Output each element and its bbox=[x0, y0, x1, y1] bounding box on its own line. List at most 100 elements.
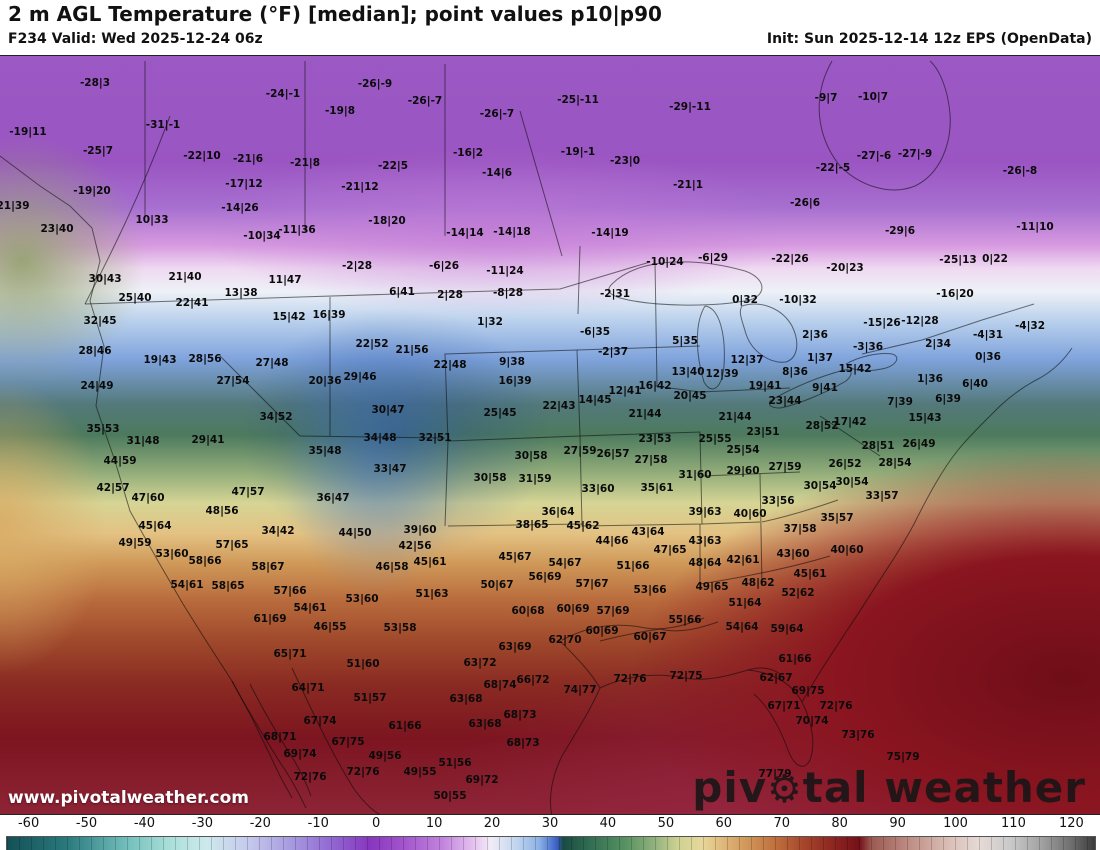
point-value: 27|58 bbox=[634, 454, 668, 466]
point-value: 72|76 bbox=[346, 766, 380, 778]
point-value: 28|52 bbox=[805, 420, 839, 432]
point-value: 48|62 bbox=[741, 577, 775, 589]
header: 2 m AGL Temperature (°F) [median]; point… bbox=[0, 0, 1100, 55]
point-value: -11|10 bbox=[1016, 221, 1054, 233]
point-value: 44|59 bbox=[103, 455, 137, 467]
point-value: 22|52 bbox=[355, 338, 389, 350]
point-value: 15|42 bbox=[838, 363, 872, 375]
map-title: 2 m AGL Temperature (°F) [median]; point… bbox=[8, 2, 662, 26]
point-value: 49|56 bbox=[368, 750, 402, 762]
point-value: 39|60 bbox=[403, 524, 437, 536]
point-value: 33|57 bbox=[865, 490, 899, 502]
point-value: 55|66 bbox=[668, 614, 702, 626]
model-init-time: Init: Sun 2025-12-14 12z EPS (OpenData) bbox=[766, 31, 1092, 47]
colorbar-hatch-lines bbox=[7, 837, 1095, 850]
point-value: 54|61 bbox=[170, 579, 204, 591]
point-value: 33|47 bbox=[373, 463, 407, 475]
point-value: 15|42 bbox=[272, 311, 306, 323]
point-value: 45|62 bbox=[566, 520, 600, 532]
point-value: 77|79 bbox=[758, 768, 792, 780]
logo-text-pre: piv bbox=[692, 763, 768, 812]
point-value: 1|32 bbox=[477, 316, 503, 328]
point-value: -15|26 bbox=[863, 317, 901, 329]
point-value: 67|71 bbox=[767, 700, 801, 712]
point-value: 21|56 bbox=[395, 344, 429, 356]
point-value: 35|57 bbox=[820, 512, 854, 524]
point-value: 43|64 bbox=[631, 526, 665, 538]
point-value: 63|72 bbox=[463, 657, 497, 669]
point-value: 23|44 bbox=[768, 395, 802, 407]
colorbar-tick: 30 bbox=[541, 816, 559, 831]
point-value: 15|43 bbox=[908, 412, 942, 424]
point-value: -29|6 bbox=[884, 225, 916, 237]
point-value: 58|66 bbox=[188, 555, 222, 567]
point-value: 13|40 bbox=[671, 366, 705, 378]
point-value: 16|39 bbox=[312, 309, 346, 321]
point-value: -10|24 bbox=[646, 256, 684, 268]
point-value: 53|60 bbox=[345, 593, 379, 605]
point-value: 32|51 bbox=[418, 432, 452, 444]
point-value: 63|69 bbox=[498, 641, 532, 653]
point-value: 2|34 bbox=[925, 338, 951, 350]
point-value: -11|24 bbox=[486, 265, 524, 277]
point-value: 64|71 bbox=[291, 682, 325, 694]
point-value: 51|66 bbox=[616, 560, 650, 572]
point-value: -4|31 bbox=[972, 329, 1004, 341]
point-value: 39|63 bbox=[688, 506, 722, 518]
point-value: 45|67 bbox=[498, 551, 532, 563]
point-value: 54|67 bbox=[548, 557, 582, 569]
point-value: 66|72 bbox=[516, 674, 550, 686]
point-value: 2|28 bbox=[437, 289, 463, 301]
point-value: 49|55 bbox=[403, 766, 437, 778]
point-value: 23|51 bbox=[746, 426, 780, 438]
point-value: 25|55 bbox=[698, 433, 732, 445]
point-value: 54|61 bbox=[293, 602, 327, 614]
point-value: 44|66 bbox=[595, 535, 629, 547]
colorbar-tick: 120 bbox=[1058, 816, 1084, 831]
point-value: 46|58 bbox=[375, 561, 409, 573]
temperature-map: -28|3 -24|-1 -26|-9 -26|-7 -26|-7 -19|11 -31|-… bbox=[0, 55, 1100, 815]
point-value: -19|20 bbox=[73, 185, 111, 197]
point-value: 69|74 bbox=[283, 748, 317, 760]
point-value: -12|28 bbox=[901, 315, 939, 327]
point-value: 72|76 bbox=[613, 673, 647, 685]
point-value: 9|38 bbox=[499, 356, 525, 368]
point-value: 42|57 bbox=[96, 482, 130, 494]
colorbar-tick: 20 bbox=[483, 816, 501, 831]
point-value: 72|76 bbox=[293, 771, 327, 783]
point-value: 49|59 bbox=[118, 537, 152, 549]
point-value: 33|60 bbox=[581, 483, 615, 495]
point-value: 11|47 bbox=[268, 274, 302, 286]
point-value: 17|42 bbox=[833, 416, 867, 428]
point-value: 52|62 bbox=[781, 587, 815, 599]
point-value: 8|36 bbox=[782, 366, 808, 378]
point-value: 43|63 bbox=[688, 535, 722, 547]
point-value: 21|44 bbox=[628, 408, 662, 420]
point-value: 28|54 bbox=[878, 457, 912, 469]
point-value: 60|69 bbox=[556, 603, 590, 615]
point-value: 45|64 bbox=[138, 520, 172, 532]
point-value: 58|67 bbox=[251, 561, 285, 573]
point-value: 30|47 bbox=[371, 404, 405, 416]
point-value: -22|5 bbox=[377, 160, 409, 172]
point-value: 75|79 bbox=[886, 751, 920, 763]
point-value: 12|37 bbox=[730, 354, 764, 366]
point-value: 51|60 bbox=[346, 658, 380, 670]
point-value: 60|67 bbox=[633, 631, 667, 643]
point-value: -25|13 bbox=[939, 254, 977, 266]
point-value: -10|34 bbox=[243, 230, 281, 242]
point-value: 58|65 bbox=[211, 580, 245, 592]
point-value: 65|71 bbox=[273, 648, 307, 660]
point-value: 67|74 bbox=[303, 715, 337, 727]
point-value: 68|74 bbox=[483, 679, 517, 691]
point-value: 53|58 bbox=[383, 622, 417, 634]
colorbar-tick: -10 bbox=[307, 816, 329, 831]
point-value: 30|58 bbox=[514, 450, 548, 462]
point-value: 57|66 bbox=[273, 585, 307, 597]
colorbar-tick: 80 bbox=[831, 816, 848, 831]
point-value: 0|32 bbox=[732, 294, 758, 306]
point-value: 38|65 bbox=[515, 519, 549, 531]
point-value: -6|35 bbox=[579, 326, 611, 338]
point-value: -21|12 bbox=[341, 181, 379, 193]
point-value: 24|49 bbox=[80, 380, 114, 392]
